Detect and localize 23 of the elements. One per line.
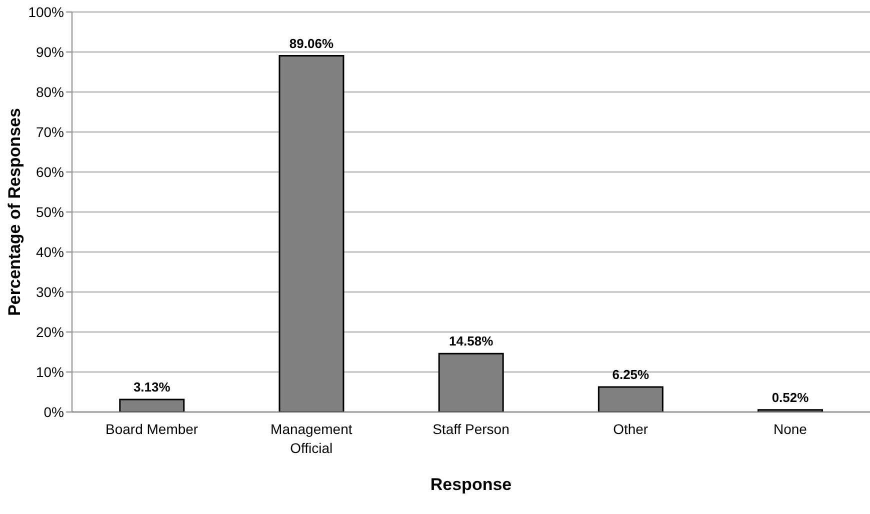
y-tick-label: 90% [36,44,64,60]
data-label: 3.13% [133,379,171,394]
x-tick-label: Board Member [106,421,198,437]
y-tick-label: 40% [36,244,64,260]
y-tick-label: 10% [36,364,64,380]
y-tick-label: 100% [28,4,64,20]
y-tick-label: 70% [36,124,64,140]
x-axis-title: Response [430,475,512,494]
data-label: 6.25% [612,367,650,382]
x-tick-label: Management Official [270,421,352,456]
data-label: 89.06% [289,36,334,51]
y-tick-label: 50% [36,204,64,220]
y-tick-label: 60% [36,164,64,180]
data-label: 0.52% [772,390,810,405]
x-tick-label: Staff Person [432,421,510,437]
x-tick-label: None [773,421,808,437]
y-tick-label: 20% [36,324,64,340]
x-tick-label: Other [613,421,648,437]
y-axis-title: Percentage of Responses [5,108,24,316]
y-tick-label: 0% [44,404,64,420]
y-tick-label: 30% [36,284,64,300]
y-tick-label: 80% [36,84,64,100]
data-label: 14.58% [449,334,494,349]
